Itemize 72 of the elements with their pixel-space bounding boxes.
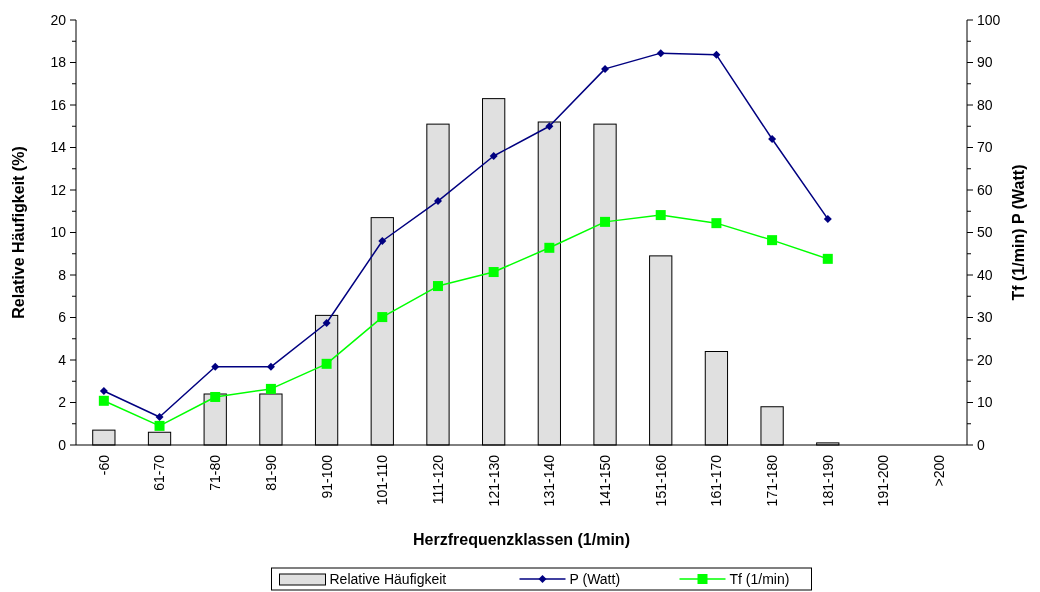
point [210,391,221,402]
y2-axis-title: Tf (1/min) P (Watt) [1010,164,1027,301]
point [98,395,109,406]
point [266,362,275,371]
point [433,197,442,206]
x-tick-label: 111-120 [429,454,446,505]
x-tick-label: >200 [931,454,948,487]
y2-tick-label: 20 [977,351,993,368]
point [712,50,721,59]
y-tick-label: 0 [58,436,67,453]
x-tick-label: 121-130 [485,454,502,507]
y-axis-title: Relative Häufigkeit (%) [10,146,27,319]
x-tick-label: 61-70 [151,454,168,491]
point [432,281,443,292]
y-tick-label: 16 [50,96,67,113]
legend-label: P (Watt) [569,570,621,587]
point [378,237,387,245]
y2-tick-label: 10 [977,394,993,411]
x-tick-label: 71-80 [207,454,224,491]
point [544,242,555,253]
y-tick-label: 8 [58,266,67,283]
y2-tick-label: 0 [977,436,985,453]
y2-tick-label: 40 [977,266,993,283]
point [545,122,554,131]
point [711,218,722,229]
point [154,420,165,431]
x-tick-label: 81-90 [262,454,279,491]
x-tick-label: 191-200 [875,454,892,507]
y-tick-label: 2 [58,394,67,411]
point [823,214,832,223]
y2-tick-label: 70 [977,139,993,156]
y2-tick-label: 90 [977,54,993,71]
y-tick-label: 12 [50,181,67,198]
x-tick-label: 101-110 [374,454,391,506]
point [322,319,331,328]
point [265,383,276,394]
y2-tick-label: 30 [977,309,993,326]
y-tick-label: 20 [50,11,67,28]
x-tick-label: 141-150 [596,454,613,507]
y-tick-label: 14 [50,139,67,156]
legend-label: Relative Häufigkeit [329,570,447,587]
y2-tick-label: 60 [977,181,993,198]
point [656,49,665,58]
y-tick-label: 10 [50,224,67,241]
x-tick-label: 181-190 [819,454,836,507]
y2-tick-label: 80 [977,96,993,113]
y-tick-label: 4 [58,351,67,368]
point [489,152,498,160]
point [655,210,666,221]
x-tick-label: 91-100 [318,454,335,499]
point [99,387,108,396]
x-tick-label: 151-160 [652,454,669,507]
point [377,312,388,323]
y-tick-label: 6 [58,309,67,326]
y2-tick-label: 50 [977,224,993,241]
legend-label: Tf (1/min) [729,570,790,587]
point [321,358,332,369]
y2-tick-label: 100 [977,11,1001,28]
x-tick-label: 171-180 [763,454,780,507]
x-axis-title: Herzfrequenzklassen (1/min) [413,531,630,548]
x-tick-label: -60 [95,454,112,476]
point [600,216,611,227]
x-tick-label: 131-140 [541,454,558,507]
point [211,362,220,371]
point [767,235,778,246]
y-tick-label: 18 [50,54,67,71]
point [488,267,499,278]
point [768,135,777,143]
point [822,253,833,264]
point [155,412,164,421]
x-tick-label: 161-170 [708,454,725,507]
point [601,64,610,73]
